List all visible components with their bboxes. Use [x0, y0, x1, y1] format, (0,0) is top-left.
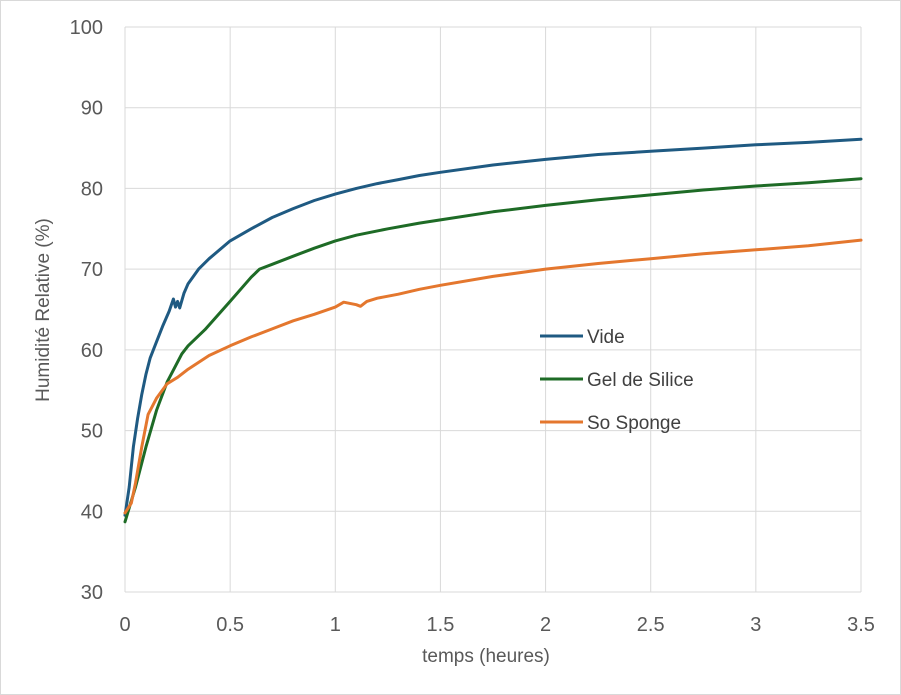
- y-tick-label: 40: [81, 501, 103, 523]
- grid-lines: [124, 26, 862, 593]
- y-tick-label: 30: [81, 582, 103, 604]
- series-line-gel-de-silice: [123, 177, 863, 524]
- x-tick-label: 1: [330, 614, 341, 636]
- x-tick-label: 2: [540, 614, 551, 636]
- y-tick-label: 80: [81, 178, 103, 200]
- legend: Vide Gel de Silice So Sponge: [540, 327, 694, 434]
- x-tick-label: 2.5: [637, 614, 665, 636]
- y-tick-label: 60: [81, 340, 103, 362]
- legend-label: So Sponge: [587, 413, 681, 434]
- x-tick-label: 0: [119, 614, 130, 636]
- y-tick-label: 100: [70, 17, 103, 39]
- y-axis-title: Humidité Relative (%): [33, 218, 54, 402]
- series-line-vide: [123, 137, 863, 517]
- x-tick-label: 3: [750, 614, 761, 636]
- legend-label: Vide: [587, 327, 625, 348]
- y-tick-label: 70: [81, 259, 103, 281]
- tick-labels: 30 40 50 60 70 80 90 100 0 0.5 1 1.5 2 2.5 3 3.5: [70, 17, 875, 636]
- legend-label: Gel de Silice: [587, 370, 694, 391]
- x-tick-label: 3.5: [847, 614, 875, 636]
- y-tick-label: 50: [81, 421, 103, 443]
- x-axis-title: temps (heures): [422, 646, 550, 667]
- x-tick-label: 0.5: [216, 614, 244, 636]
- x-tick-label: 1.5: [427, 614, 455, 636]
- y-tick-label: 90: [81, 98, 103, 120]
- series-layer: [123, 137, 863, 524]
- series-line-so-sponge: [123, 238, 863, 515]
